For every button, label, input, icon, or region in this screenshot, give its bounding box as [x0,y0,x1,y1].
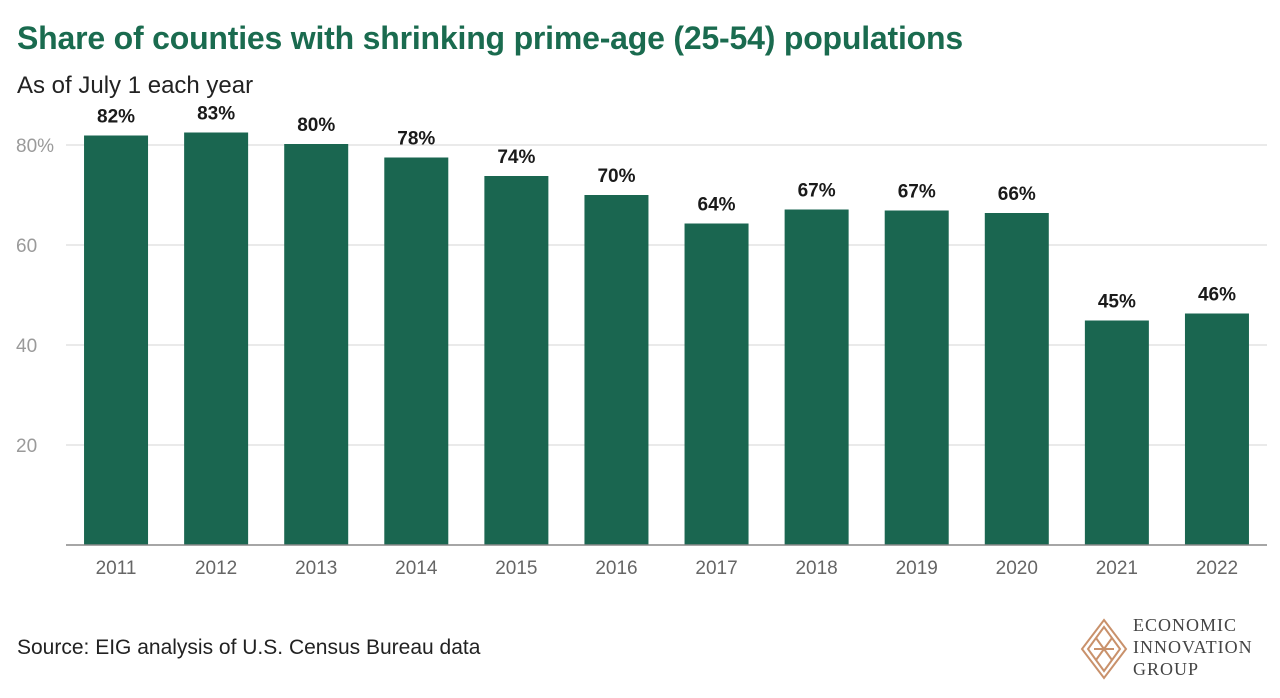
x-tick-label: 2016 [595,558,637,579]
data-label: 67% [798,181,836,202]
x-tick-label: 2012 [195,558,237,579]
bar [1184,313,1249,545]
bar [384,157,449,545]
y-tick-label: 40 [16,336,37,357]
x-tick-label: 2018 [795,558,837,579]
bar [984,213,1049,545]
data-label: 67% [898,182,936,203]
y-tick-label: 20 [16,436,37,457]
eig-diamond-icon [1080,618,1128,680]
bar [1084,320,1149,545]
chart-title: Share of counties with shrinking prime-a… [17,20,963,56]
logo-line: GROUP [1133,659,1200,679]
x-tick-label: 2022 [1196,558,1238,579]
x-tick-label: 2015 [495,558,537,579]
data-label: 45% [1098,292,1136,313]
data-label: 74% [497,147,535,168]
data-label: 64% [698,195,736,216]
data-label: 46% [1198,285,1236,306]
bar [184,132,249,545]
data-label: 80% [297,115,335,136]
x-tick-label: 2014 [395,558,438,579]
data-label: 78% [397,129,435,150]
y-tick-label: 60 [16,236,37,257]
y-tick-label: 80% [16,136,54,157]
bar [784,209,849,545]
bar [284,144,349,545]
bar [684,223,749,545]
logo-line: INNOVATION [1133,637,1253,657]
bar [884,210,949,545]
bar [484,176,549,545]
x-tick-label: 2017 [695,558,737,579]
source-note: Source: EIG analysis of U.S. Census Bure… [17,636,481,659]
eig-logo: ECONOMIC INNOVATION GROUP [1080,614,1270,684]
x-tick-label: 2019 [896,558,938,579]
logo-line: ECONOMIC [1133,615,1238,635]
bar [584,195,649,545]
data-label: 66% [998,184,1036,205]
data-label: 83% [197,104,235,125]
chart-subtitle: As of July 1 each year [17,72,254,99]
logo-wordmark: ECONOMIC INNOVATION GROUP [1133,614,1253,680]
bar [84,135,149,545]
x-tick-label: 2013 [295,558,337,579]
bar-chart: 20 40 60 80% 82% 2011 83% 2012 80% 2013 78% 2014 74%… [16,104,1267,579]
x-tick-label: 2021 [1096,558,1138,579]
data-label: 70% [597,166,635,187]
x-tick-label: 2011 [96,558,137,579]
x-tick-label: 2020 [996,558,1038,579]
data-label: 82% [97,107,135,128]
